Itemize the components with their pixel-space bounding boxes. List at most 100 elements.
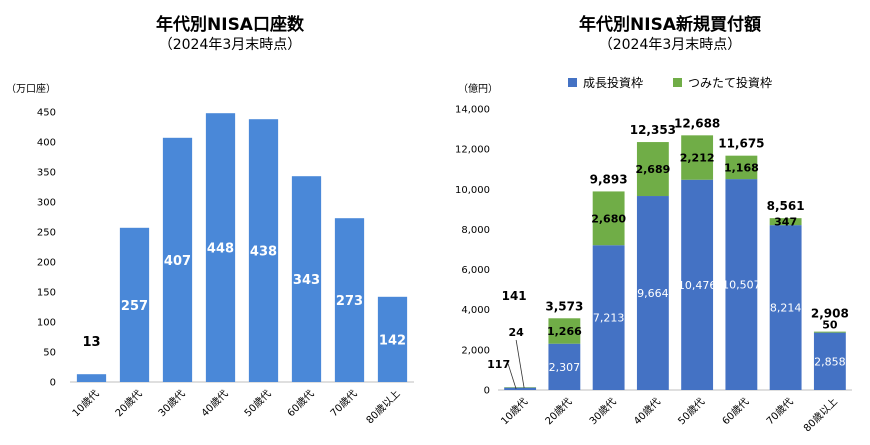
right-chart-legend: 成長投資枠 つみたて投資枠: [568, 74, 772, 91]
left-y-tick-label: 100: [37, 318, 56, 329]
left-bar-value-label: 273: [336, 294, 363, 309]
right-total-label: 3,573: [545, 299, 583, 313]
right-chart-title: 年代別NISA新規買付額: [579, 15, 761, 35]
right-x-tick-label: 60歳代: [720, 396, 752, 428]
legend-label-growth: 成長投資枠: [583, 76, 644, 90]
right-growth-value-label: 117: [487, 358, 510, 371]
left-y-tick-label: 250: [37, 228, 56, 239]
right-x-tick-label: 40歳代: [631, 396, 663, 428]
right-bar-tsumitate: [725, 155, 758, 180]
right-tsumitate-value-label: 24: [508, 326, 524, 339]
right-growth-value-label: 2,858: [814, 355, 846, 368]
right-bar-growth: [681, 179, 714, 390]
right-x-tick-label: 50歳代: [676, 396, 708, 428]
left-bar: [119, 227, 150, 382]
left-y-tick-label: 50: [43, 348, 56, 359]
left-x-tick-label: 40歳代: [199, 388, 231, 420]
left-y-tick-label: 450: [37, 108, 56, 119]
right-growth-value-label: 10,476: [678, 279, 717, 292]
left-x-tick-label: 80歳以上: [364, 388, 403, 427]
right-bar-growth: [636, 196, 669, 390]
right-leader-line: [507, 363, 517, 390]
right-bar-growth: [592, 245, 625, 390]
left-y-tick-label: 400: [37, 138, 56, 149]
right-bar-growth: [769, 225, 802, 390]
right-growth-value-label: 9,664: [637, 287, 669, 300]
right-tsumitate-value-label: 1,168: [724, 161, 759, 174]
right-tsumitate-value-label: 1,266: [547, 325, 582, 338]
right-chart-subtitle: （2024年3月末時点）: [598, 37, 742, 53]
left-bar: [334, 218, 365, 382]
left-x-tick-label: 50歳代: [242, 388, 274, 420]
right-bar-growth: [725, 179, 758, 390]
legend-label-tsumitate: つみたて投資枠: [688, 76, 773, 90]
right-bar-tsumitate: [592, 191, 625, 246]
left-y-tick-label: 300: [37, 198, 56, 209]
left-x-tick-label: 30歳代: [156, 388, 188, 420]
right-growth-value-label: 8,214: [770, 302, 802, 315]
legend-swatch-growth: [568, 78, 577, 87]
left-chart-unit-label: （万口座）: [6, 84, 56, 95]
right-bar-tsumitate: [813, 331, 846, 333]
right-total-label: 11,675: [718, 137, 764, 151]
left-x-tick-label: 70歳代: [328, 388, 360, 420]
right-y-tick-label: 6,000: [461, 265, 490, 276]
right-x-tick-label: 10歳代: [499, 396, 531, 428]
left-bar-value-label: 257: [121, 299, 148, 314]
left-bar-value-label: 142: [379, 333, 406, 348]
left-bar-value-label: 343: [293, 273, 320, 288]
right-leader-line: [515, 339, 525, 389]
left-chart-title: 年代別NISA口座数: [156, 15, 304, 35]
right-chart-unit-label: （億円）: [458, 84, 498, 95]
left-bar-value-label: 438: [250, 245, 277, 260]
right-y-tick-label: 12,000: [455, 145, 490, 156]
right-y-tick-label: 14,000: [455, 105, 490, 116]
right-y-tick-label: 2,000: [461, 345, 490, 356]
right-bar-tsumitate: [548, 318, 581, 344]
right-y-tick-label: 4,000: [461, 305, 490, 316]
right-bar-growth: [548, 343, 581, 390]
left-bar-value-label: 407: [164, 254, 191, 269]
right-y-tick-label: 0: [484, 386, 490, 397]
right-x-tick-label: 30歳代: [587, 396, 619, 428]
right-bar-tsumitate: [769, 218, 802, 226]
right-total-label: 8,561: [767, 199, 805, 213]
right-growth-value-label: 7,213: [593, 312, 625, 325]
right-growth-value-label: 2,307: [549, 361, 581, 374]
right-total-label: 9,893: [590, 172, 628, 186]
left-bar: [205, 113, 236, 382]
right-bar-tsumitate: [681, 135, 714, 180]
right-x-tick-label: 20歳代: [543, 396, 575, 428]
left-y-tick-label: 0: [50, 378, 56, 389]
right-total-label: 12,353: [630, 123, 676, 137]
right-tsumitate-value-label: 2,689: [635, 163, 670, 176]
left-y-tick-label: 350: [37, 168, 56, 179]
left-chart-subtitle: （2024年3月末時点）: [158, 37, 302, 53]
left-x-tick-label: 60歳代: [285, 388, 317, 420]
right-tsumitate-value-label: 2,680: [591, 212, 626, 225]
left-y-tick-label: 150: [37, 288, 56, 299]
left-bar: [76, 374, 107, 382]
left-x-tick-label: 10歳代: [70, 388, 102, 420]
left-y-tick-label: 200: [37, 258, 56, 269]
right-x-tick-label: 70歳代: [764, 396, 796, 428]
left-bar-value-label: 13: [82, 335, 100, 350]
right-tsumitate-value-label: 2,212: [680, 152, 715, 165]
right-bar-tsumitate: [636, 142, 669, 197]
left-bar-value-label: 448: [207, 242, 234, 257]
right-growth-value-label: 10,507: [722, 279, 761, 292]
right-tsumitate-value-label: 50: [822, 319, 838, 332]
legend-swatch-tsumitate: [673, 78, 683, 87]
right-x-tick-label: 80歳以上: [801, 396, 840, 435]
left-bar: [377, 296, 408, 382]
left-bar: [291, 176, 322, 382]
right-total-label: 2,908: [811, 307, 849, 321]
right-y-tick-label: 10,000: [455, 185, 490, 196]
left-bar: [248, 119, 279, 382]
right-tsumitate-value-label: 347: [774, 216, 797, 229]
right-total-label: 141: [502, 289, 527, 303]
right-bar-growth: [813, 332, 846, 390]
right-bar-growth: [504, 387, 537, 390]
left-x-tick-label: 20歳代: [113, 388, 145, 420]
